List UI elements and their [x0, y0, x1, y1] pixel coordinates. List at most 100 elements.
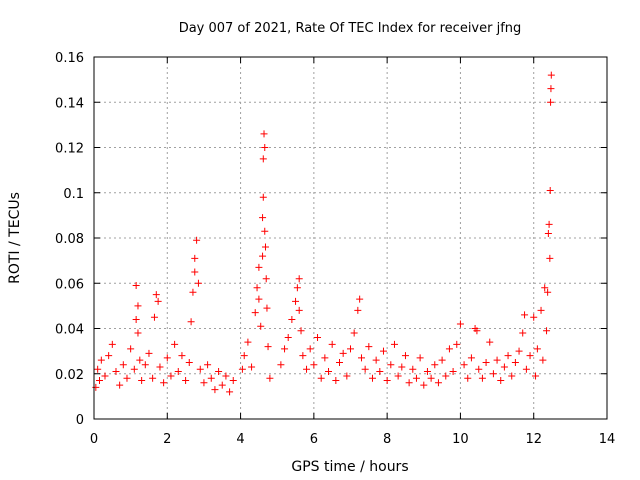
- data-point: [541, 284, 549, 292]
- data-point: [368, 374, 376, 382]
- data-point: [132, 282, 140, 290]
- data-point: [277, 361, 285, 369]
- data-point: [522, 365, 530, 373]
- data-point: [222, 372, 230, 380]
- data-point: [145, 349, 153, 357]
- data-point: [427, 374, 435, 382]
- data-point: [489, 370, 497, 378]
- data-point: [493, 356, 501, 364]
- data-point: [215, 367, 223, 375]
- data-point: [123, 374, 131, 382]
- data-point: [150, 313, 158, 321]
- data-point: [438, 356, 446, 364]
- data-point: [361, 365, 369, 373]
- data-point: [482, 358, 490, 366]
- data-point: [546, 186, 554, 194]
- data-point: [101, 372, 109, 380]
- data-point: [544, 288, 552, 296]
- data-point: [547, 85, 555, 93]
- data-point: [255, 263, 263, 271]
- data-point: [191, 254, 199, 262]
- data-point: [423, 367, 431, 375]
- data-point: [497, 377, 505, 385]
- data-point: [178, 352, 186, 360]
- x-tick-label: 8: [383, 432, 391, 447]
- data-point: [255, 295, 263, 303]
- data-point: [405, 379, 413, 387]
- data-point: [547, 98, 555, 106]
- data-point: [207, 374, 215, 382]
- data-point: [519, 329, 527, 337]
- y-tick-label: 0.12: [55, 142, 84, 157]
- data-point: [547, 71, 555, 79]
- data-point: [248, 363, 256, 371]
- data-point: [365, 343, 373, 351]
- data-point: [130, 365, 138, 373]
- data-point: [293, 284, 301, 292]
- data-point: [112, 367, 120, 375]
- data-point: [200, 379, 208, 387]
- data-point: [401, 352, 409, 360]
- data-point: [356, 295, 364, 303]
- data-point: [449, 367, 457, 375]
- plot-frame: [93, 56, 608, 420]
- data-point: [119, 361, 127, 369]
- data-point: [299, 352, 307, 360]
- data-point: [379, 347, 387, 355]
- data-point: [357, 354, 365, 362]
- data-point: [532, 372, 540, 380]
- data-point: [394, 372, 402, 380]
- data-point: [431, 361, 439, 369]
- data-point: [134, 302, 142, 310]
- data-point: [376, 367, 384, 375]
- data-point: [420, 381, 428, 389]
- data-point: [134, 329, 142, 337]
- y-axis-label: ROTI / TECUs: [7, 192, 23, 284]
- data-point: [478, 374, 486, 382]
- data-point: [546, 254, 554, 262]
- tick-labels: 0 2 4 6 8 10 12 14 0 0.02 0.04 0.06 0.08 0.1 0.12 0.14 0…: [55, 51, 615, 447]
- x-axis-label: GPS time / hours: [291, 459, 408, 475]
- data-point: [467, 354, 475, 362]
- data-point: [141, 361, 149, 369]
- data-point: [442, 372, 450, 380]
- data-point: [156, 363, 164, 371]
- data-point: [515, 347, 523, 355]
- data-point: [240, 352, 248, 360]
- data-point: [383, 377, 391, 385]
- data-point: [259, 252, 267, 260]
- x-tick-label: 10: [452, 432, 469, 447]
- x-tick-label: 4: [236, 432, 244, 447]
- data-point: [211, 386, 219, 394]
- data-point: [261, 227, 269, 235]
- data-point: [445, 345, 453, 353]
- data-point: [259, 193, 267, 201]
- y-tick-label: 0.14: [55, 96, 84, 111]
- x-tick-label: 2: [163, 432, 171, 447]
- data-point: [116, 381, 124, 389]
- data-point: [163, 354, 171, 362]
- data-point: [193, 236, 201, 244]
- data-point: [306, 345, 314, 353]
- data-point: [295, 275, 303, 283]
- data-point: [328, 340, 336, 348]
- data-point: [136, 356, 144, 364]
- data-point: [332, 377, 340, 385]
- data-point: [259, 214, 267, 222]
- data-point: [292, 297, 300, 305]
- data-point: [94, 365, 102, 373]
- data-point: [97, 356, 105, 364]
- data-point: [398, 363, 406, 371]
- data-point: [167, 372, 175, 380]
- data-point: [105, 352, 113, 360]
- data-point: [264, 343, 272, 351]
- grid-lines: [94, 57, 607, 419]
- data-point: [108, 340, 116, 348]
- data-point: [257, 322, 265, 330]
- data-point: [154, 297, 162, 305]
- data-point: [95, 377, 103, 385]
- data-point: [475, 365, 483, 373]
- data-points: [92, 71, 555, 396]
- data-point: [185, 358, 193, 366]
